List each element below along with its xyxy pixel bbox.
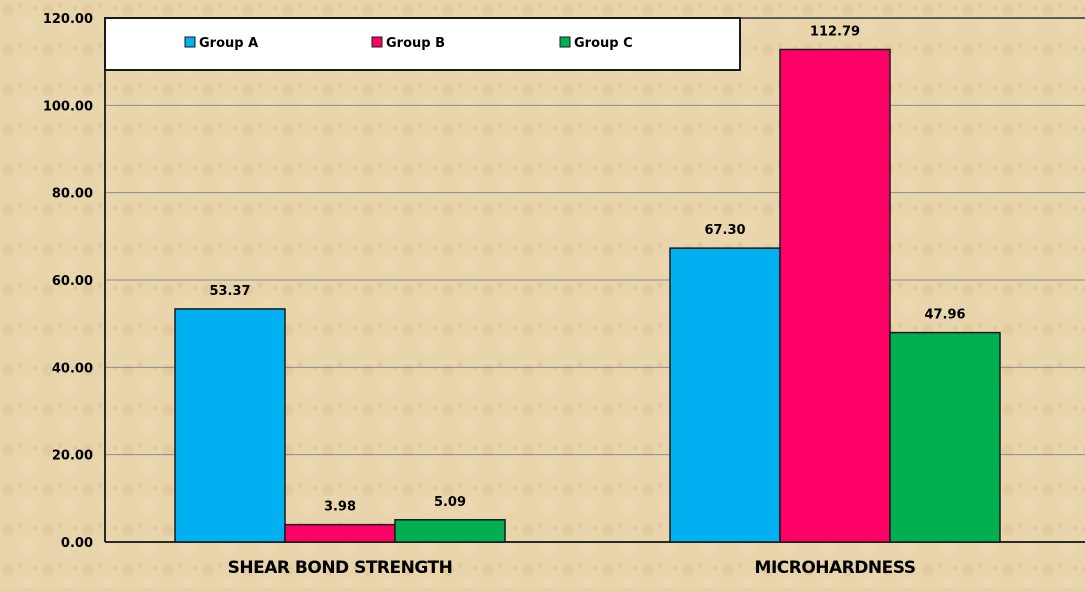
data-label: 47.96 (924, 308, 965, 323)
x-category-label: MICROHARDNESS (755, 558, 916, 578)
legend-label: Group C (574, 36, 633, 51)
legend-swatch (371, 36, 383, 48)
data-label: 112.79 (810, 24, 860, 39)
bar-group-b-microhardness (779, 48, 891, 543)
legend-label: Group A (199, 36, 258, 51)
bar-group-a-shear-bond-strength (174, 308, 286, 543)
y-tick-label: 20.00 (52, 449, 93, 464)
data-label: 3.98 (324, 500, 356, 515)
legend-swatch (559, 36, 571, 48)
y-tick-label: 0.00 (61, 536, 93, 551)
legend-box (104, 17, 741, 71)
y-tick-label: 40.00 (52, 361, 93, 376)
bar-group-c-shear-bond-strength (394, 519, 506, 543)
y-tick-label: 60.00 (52, 274, 93, 289)
legend-label: Group B (386, 36, 445, 51)
y-tick-label: 100.00 (43, 99, 93, 114)
y-tick-label: 80.00 (52, 187, 93, 202)
data-label: 5.09 (434, 495, 466, 510)
data-label: 67.30 (704, 223, 745, 238)
bar-group-b-shear-bond-strength (284, 523, 396, 543)
y-tick-label: 120.00 (43, 12, 93, 27)
x-category-label: SHEAR BOND STRENGTH (228, 558, 453, 578)
bar-group-a-microhardness (669, 247, 781, 543)
data-label: 53.37 (209, 284, 250, 299)
legend-swatch (184, 36, 196, 48)
bar-group-c-microhardness (889, 331, 1001, 543)
